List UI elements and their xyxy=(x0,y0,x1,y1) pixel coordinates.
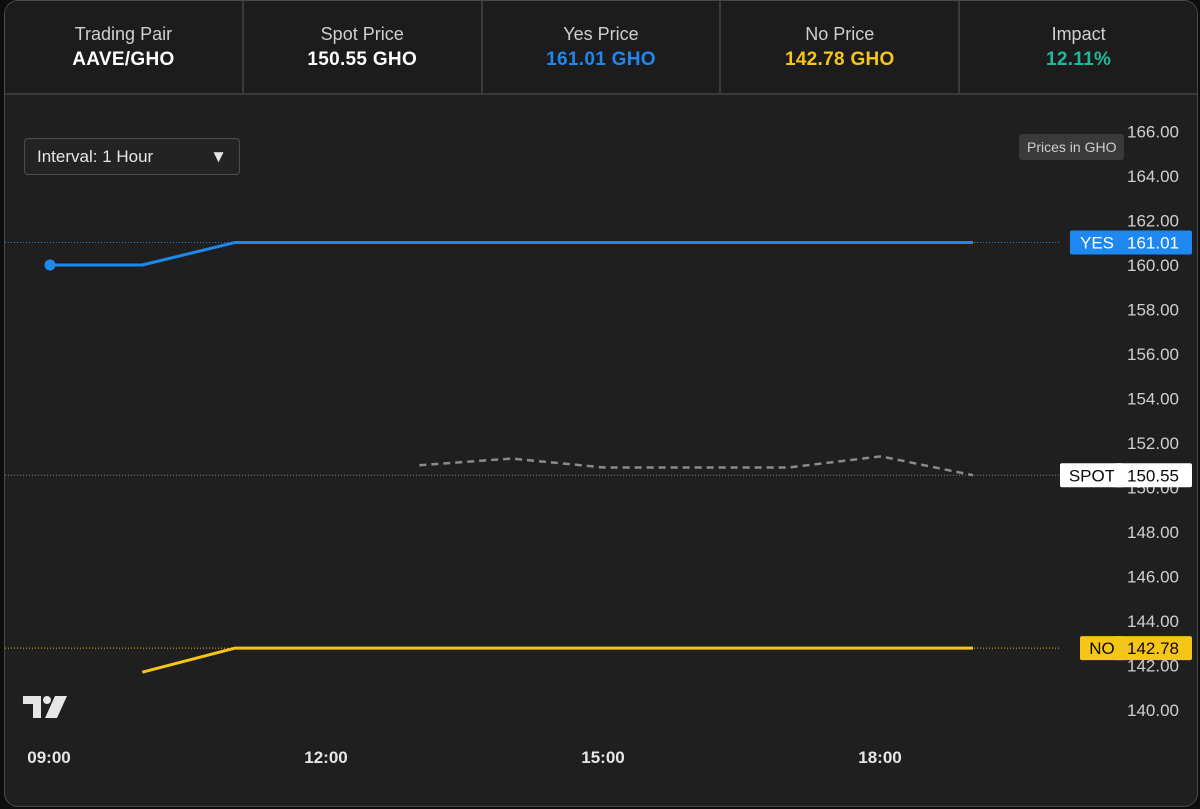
stat-label: Impact xyxy=(1051,23,1106,44)
interval-dropdown[interactable]: Interval: 1 Hour ▼ xyxy=(24,138,240,175)
price-chart[interactable]: 140.00142.00144.00146.00148.00150.00152.… xyxy=(5,1,1197,806)
stat-value: 12.11% xyxy=(1045,48,1112,70)
x-tick-label: 09:00 xyxy=(27,748,70,767)
series-line-spot xyxy=(419,455,974,477)
interval-label: Interval: 1 Hour xyxy=(37,146,154,166)
y-tick-label: 142.00 xyxy=(1127,657,1179,676)
y-tick-label: 144.00 xyxy=(1127,612,1179,631)
stat-label: Spot Price xyxy=(320,23,404,44)
series-value-badge-no xyxy=(1114,636,1192,661)
y-tick-label: 156.00 xyxy=(1127,345,1179,364)
y-tick-label: 146.00 xyxy=(1127,568,1179,587)
stat-spot-price: Spot Price 150.55 GHO xyxy=(244,1,483,93)
series-start-point-yes xyxy=(44,259,56,271)
series-value-badge-spot xyxy=(1114,463,1192,488)
stat-trading-pair: Trading Pair AAVE/GHO xyxy=(5,1,244,93)
series-value-label-no: 142.78 xyxy=(1127,639,1179,658)
y-tick-label: 140.00 xyxy=(1127,701,1179,720)
y-tick-label: 148.00 xyxy=(1127,523,1179,542)
y-tick-label: 164.00 xyxy=(1127,167,1179,186)
prices-unit-badge: Prices in GHO xyxy=(1019,134,1125,160)
y-tick-label: 154.00 xyxy=(1127,390,1179,409)
series-line-no xyxy=(141,646,973,674)
series-value-label-spot: 150.55 xyxy=(1127,466,1179,485)
series-name-badge-yes xyxy=(1070,230,1124,255)
series-name-label-no: NO xyxy=(1089,639,1115,658)
stat-label: No Price xyxy=(805,23,875,44)
y-tick-label: 152.00 xyxy=(1127,434,1179,453)
stat-no-price: No Price 142.78 GHO xyxy=(721,1,961,93)
series-value-badge-yes xyxy=(1114,230,1192,255)
stat-yes-price: Yes Price 161.01 GHO xyxy=(483,1,722,93)
stat-label: Trading Pair xyxy=(74,23,173,44)
series-name-badge-no xyxy=(1080,636,1124,661)
x-tick-label: 15:00 xyxy=(581,748,624,767)
stats-header: Trading Pair AAVE/GHO Spot Price 150.55 … xyxy=(5,1,1197,95)
y-tick-label: 160.00 xyxy=(1127,256,1179,275)
chevron-down-icon: ▼ xyxy=(210,146,227,166)
series-name-label-yes: YES xyxy=(1080,234,1114,253)
y-tick-label: 158.00 xyxy=(1127,301,1179,320)
series-name-badge-spot xyxy=(1060,463,1124,488)
series-value-label-yes: 161.01 xyxy=(1127,234,1179,253)
series-line-yes xyxy=(50,241,973,267)
stat-value: AAVE/GHO xyxy=(72,48,175,70)
x-tick-label: 18:00 xyxy=(858,748,901,767)
tradingview-logo-icon xyxy=(23,696,67,718)
y-tick-label: 162.00 xyxy=(1127,212,1179,231)
stat-value: 150.55 GHO xyxy=(307,48,418,70)
series-name-label-spot: SPOT xyxy=(1069,466,1115,485)
stat-label: Yes Price xyxy=(563,23,639,44)
stat-value: 161.01 GHO xyxy=(546,48,656,70)
x-tick-label: 12:00 xyxy=(304,748,347,767)
stat-impact: Impact 12.11% xyxy=(960,1,1197,93)
y-tick-label: 166.00 xyxy=(1127,123,1179,142)
stat-value: 142.78 GHO xyxy=(784,48,895,70)
chart-panel: Trading Pair AAVE/GHO Spot Price 150.55 … xyxy=(4,0,1198,807)
